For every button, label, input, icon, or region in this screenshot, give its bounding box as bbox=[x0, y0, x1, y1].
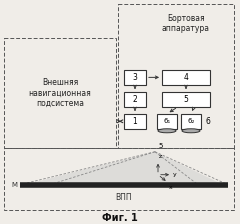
Text: 6₁: 6₁ bbox=[163, 118, 171, 124]
Bar bbox=[4, 148, 234, 210]
Bar bbox=[162, 92, 210, 107]
Bar bbox=[124, 114, 146, 129]
Text: 2: 2 bbox=[133, 95, 137, 104]
Text: 1: 1 bbox=[133, 117, 137, 126]
Bar bbox=[181, 114, 201, 129]
Text: 3: 3 bbox=[132, 73, 138, 82]
Bar bbox=[162, 70, 210, 85]
Text: Внешняя
навигационная
подсистема: Внешняя навигационная подсистема bbox=[29, 78, 91, 108]
Text: z: z bbox=[159, 154, 162, 159]
Bar bbox=[4, 38, 116, 148]
Text: 4: 4 bbox=[184, 73, 188, 82]
Bar bbox=[118, 4, 234, 148]
Text: ВПП: ВПП bbox=[116, 193, 132, 202]
Bar bbox=[157, 114, 177, 129]
Text: y: y bbox=[173, 172, 177, 177]
Text: 6₂: 6₂ bbox=[187, 118, 195, 124]
Text: 5: 5 bbox=[184, 95, 188, 104]
Bar bbox=[124, 92, 146, 107]
Ellipse shape bbox=[158, 129, 176, 133]
Text: Бортовая
аппаратура: Бортовая аппаратура bbox=[162, 14, 210, 33]
Text: x: x bbox=[169, 185, 173, 190]
Bar bbox=[124, 70, 146, 85]
Text: 6: 6 bbox=[205, 117, 210, 126]
Ellipse shape bbox=[182, 129, 200, 133]
Text: Фиг. 1: Фиг. 1 bbox=[102, 213, 138, 223]
Text: M: M bbox=[11, 182, 17, 188]
Polygon shape bbox=[25, 152, 223, 185]
Text: 5: 5 bbox=[158, 143, 162, 149]
